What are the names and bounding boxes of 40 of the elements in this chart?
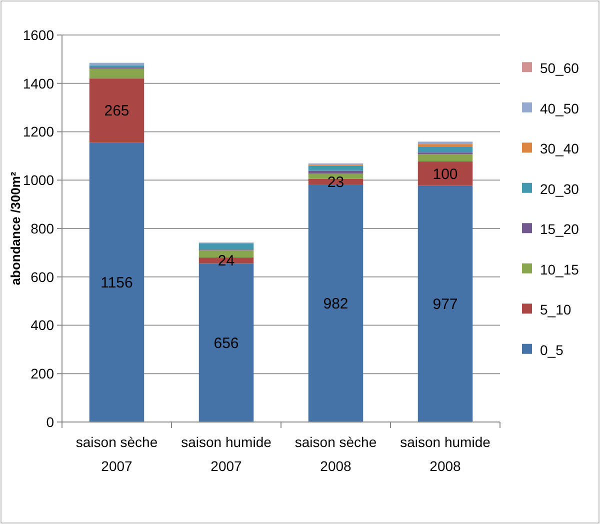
data-label: 656 bbox=[214, 334, 239, 352]
bar bbox=[418, 146, 473, 152]
legend-label: 5_10 bbox=[540, 302, 572, 318]
y-tick-label: 1200 bbox=[22, 124, 54, 140]
legend-label: 10_15 bbox=[540, 261, 580, 278]
y-tick-label: 1600 bbox=[22, 26, 54, 43]
bar bbox=[418, 144, 473, 147]
bar bbox=[89, 78, 144, 142]
x-tick-label: saison humide 2008 bbox=[400, 434, 491, 474]
y-tick-label: 400 bbox=[30, 317, 54, 334]
data-label: 1156 bbox=[100, 274, 133, 292]
bar bbox=[198, 243, 254, 250]
legend-label: 20_30 bbox=[540, 180, 580, 197]
data-label: 982 bbox=[323, 295, 348, 312]
bar bbox=[308, 170, 364, 174]
bar bbox=[418, 142, 473, 144]
bar bbox=[89, 142, 144, 422]
x-tick-label: saison sèche 2008 bbox=[294, 434, 377, 474]
y-axis-title: abondance /300m² bbox=[8, 171, 23, 286]
bar bbox=[418, 186, 473, 422]
legend-label: 0_5 bbox=[540, 342, 564, 358]
x-tick-label: saison humide 2007 bbox=[181, 434, 272, 474]
bar bbox=[308, 166, 364, 171]
bar bbox=[418, 162, 473, 186]
y-tick-label: 200 bbox=[30, 366, 54, 382]
legend-label: 30_40 bbox=[540, 140, 580, 157]
y-tick-label: 800 bbox=[30, 220, 54, 236]
y-tick-label: 1000 bbox=[22, 172, 54, 188]
y-tick-label: 0 bbox=[46, 414, 54, 430]
bar bbox=[418, 154, 473, 162]
data-label: 100 bbox=[432, 166, 458, 183]
legend-label: 50_60 bbox=[540, 60, 580, 76]
legend-label: 15_20 bbox=[540, 221, 580, 238]
x-tick-label: saison sèche 2007 bbox=[76, 434, 158, 474]
legend-label: 40_50 bbox=[540, 100, 580, 116]
data-label: 977 bbox=[432, 296, 458, 314]
bar bbox=[89, 68, 144, 78]
data-label: 265 bbox=[104, 102, 130, 120]
y-tick-label: 1400 bbox=[22, 75, 54, 92]
y-tick-label: 600 bbox=[30, 268, 54, 285]
